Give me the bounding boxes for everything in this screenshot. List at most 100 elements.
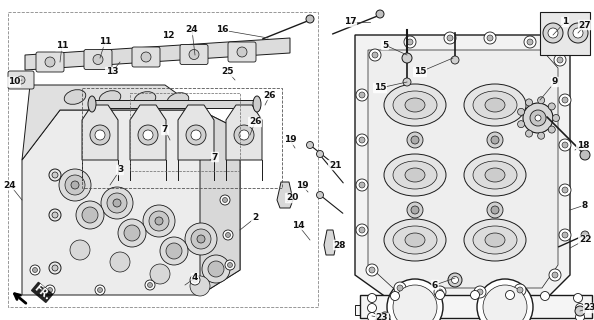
Circle shape [186, 125, 206, 145]
Text: 9: 9 [552, 77, 558, 86]
Circle shape [576, 303, 584, 313]
Text: 7: 7 [212, 153, 218, 162]
Circle shape [411, 136, 419, 144]
Circle shape [477, 279, 533, 320]
Circle shape [369, 267, 375, 273]
Circle shape [359, 227, 365, 233]
Ellipse shape [393, 226, 437, 254]
Circle shape [45, 285, 55, 295]
Circle shape [155, 217, 163, 225]
Circle shape [143, 205, 175, 237]
Circle shape [191, 229, 211, 249]
Circle shape [526, 99, 532, 106]
Circle shape [93, 54, 103, 65]
Text: 8: 8 [582, 201, 588, 210]
Text: 11: 11 [99, 37, 111, 46]
Circle shape [317, 191, 324, 198]
Circle shape [407, 202, 423, 218]
Text: FR.: FR. [32, 283, 52, 302]
Circle shape [369, 49, 381, 61]
Circle shape [562, 142, 568, 148]
Circle shape [197, 235, 205, 243]
Ellipse shape [485, 98, 505, 112]
Circle shape [90, 125, 110, 145]
Bar [8, 12, 318, 307]
Circle shape [202, 255, 230, 283]
Circle shape [225, 260, 235, 270]
Circle shape [317, 150, 324, 157]
Circle shape [548, 28, 558, 38]
Circle shape [390, 292, 400, 300]
Text: 1: 1 [562, 18, 568, 27]
Circle shape [487, 202, 503, 218]
Circle shape [52, 265, 58, 271]
Circle shape [141, 52, 151, 62]
Circle shape [517, 108, 525, 115]
Circle shape [402, 53, 412, 63]
Circle shape [49, 169, 61, 181]
Bar [92, 100, 257, 108]
Polygon shape [25, 38, 290, 70]
Circle shape [356, 179, 368, 191]
Circle shape [191, 130, 201, 140]
Circle shape [543, 23, 563, 43]
Circle shape [524, 36, 536, 48]
Circle shape [562, 232, 568, 238]
Circle shape [397, 285, 403, 291]
Circle shape [228, 262, 232, 268]
Circle shape [559, 229, 571, 241]
Circle shape [523, 103, 553, 133]
Circle shape [470, 291, 479, 300]
Text: 19: 19 [296, 180, 308, 189]
Bar [130, 93, 240, 171]
Ellipse shape [99, 91, 121, 105]
Text: 25: 25 [222, 68, 234, 76]
Circle shape [190, 275, 200, 285]
Circle shape [223, 197, 228, 203]
Bar [82, 88, 282, 188]
Circle shape [576, 313, 584, 320]
Text: 23: 23 [584, 303, 594, 313]
Text: 6: 6 [432, 281, 438, 290]
Circle shape [49, 209, 61, 221]
Circle shape [33, 268, 37, 273]
Circle shape [505, 291, 514, 300]
Polygon shape [277, 182, 293, 208]
Text: 27: 27 [579, 20, 591, 29]
Circle shape [101, 187, 133, 219]
Circle shape [118, 219, 146, 247]
Circle shape [368, 313, 377, 320]
Polygon shape [324, 230, 336, 255]
Circle shape [359, 182, 365, 188]
Polygon shape [226, 105, 262, 160]
Circle shape [356, 134, 368, 146]
Circle shape [538, 132, 545, 139]
Circle shape [434, 286, 446, 298]
Ellipse shape [88, 96, 96, 112]
Circle shape [97, 287, 103, 292]
Circle shape [411, 206, 419, 214]
Text: 15: 15 [374, 84, 386, 92]
Text: 20: 20 [286, 194, 298, 203]
Circle shape [52, 172, 58, 178]
Circle shape [307, 141, 314, 148]
Polygon shape [368, 50, 558, 288]
Circle shape [59, 169, 91, 201]
Ellipse shape [384, 84, 446, 126]
Circle shape [407, 39, 413, 45]
Circle shape [530, 110, 546, 126]
Circle shape [143, 130, 153, 140]
Circle shape [549, 269, 561, 281]
Ellipse shape [473, 226, 517, 254]
Circle shape [557, 57, 563, 63]
Text: 13: 13 [106, 68, 118, 76]
Circle shape [487, 132, 503, 148]
Circle shape [562, 187, 568, 193]
FancyBboxPatch shape [84, 50, 112, 69]
Circle shape [491, 136, 499, 144]
Circle shape [451, 276, 459, 284]
Circle shape [145, 280, 155, 290]
Text: 16: 16 [216, 26, 228, 35]
Ellipse shape [405, 168, 425, 182]
Text: 26: 26 [249, 117, 261, 126]
